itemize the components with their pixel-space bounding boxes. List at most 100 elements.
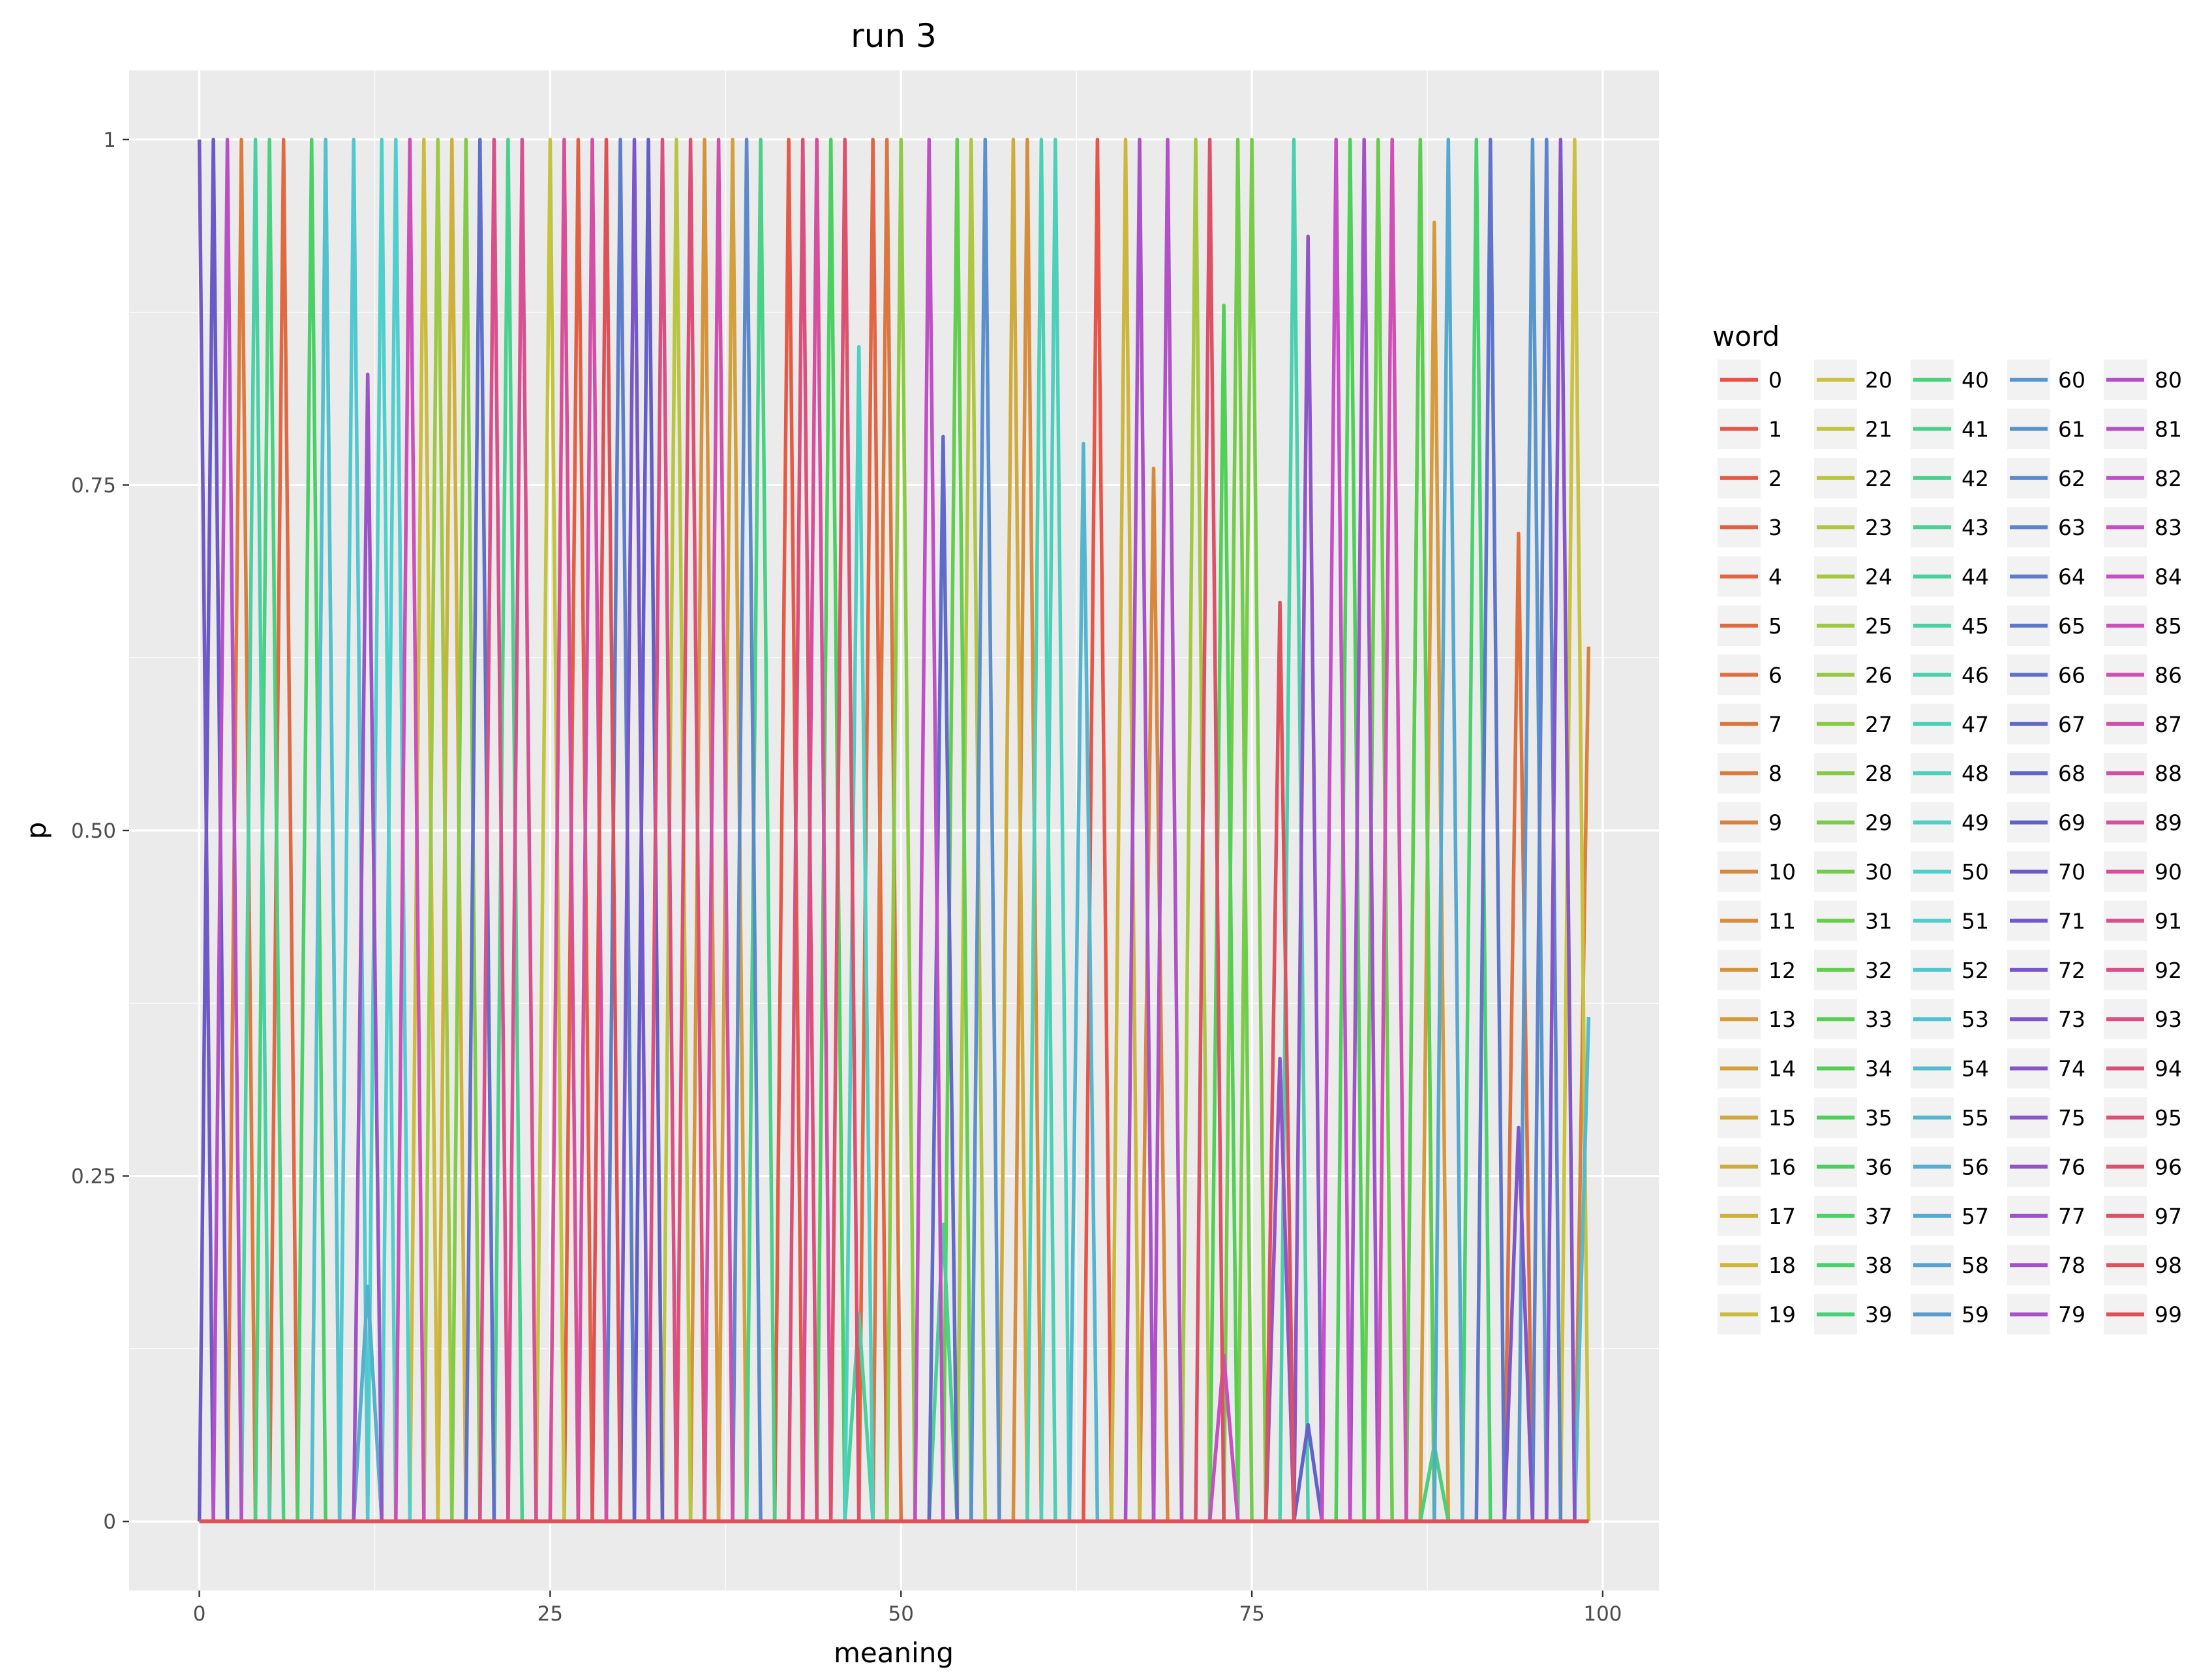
legend-label: 6 [1768, 662, 1782, 688]
legend-label: 80 [2155, 367, 2182, 393]
legend-label: 3 [1768, 515, 1782, 540]
legend-label: 26 [1865, 662, 1892, 688]
chart-title: run 3 [851, 17, 937, 55]
y-tick-label: 1 [103, 129, 116, 152]
legend-label: 64 [2058, 564, 2085, 590]
legend-label: 98 [2155, 1253, 2182, 1278]
legend-label: 60 [2058, 367, 2085, 393]
legend-label: 74 [2058, 1056, 2085, 1082]
legend-label: 44 [1962, 564, 1989, 590]
legend-label: 62 [2058, 466, 2085, 491]
legend-label: 16 [1768, 1154, 1796, 1180]
legend-label: 66 [2058, 662, 2085, 688]
legend-label: 47 [1962, 712, 1989, 737]
legend-label: 15 [1768, 1105, 1796, 1131]
legend-label: 84 [2155, 564, 2182, 590]
legend-label: 94 [2155, 1056, 2182, 1082]
legend-label: 24 [1865, 564, 1892, 590]
legend-label: 96 [2155, 1154, 2182, 1180]
legend-label: 87 [2155, 712, 2182, 737]
legend-label: 93 [2155, 1007, 2182, 1032]
series-line-word-99 [199, 138, 1589, 1523]
legend-label: 30 [1865, 859, 1892, 885]
legend-label: 90 [2155, 859, 2182, 885]
legend-label: 48 [1962, 761, 1989, 786]
legend-label: 42 [1962, 466, 1989, 491]
legend-label: 55 [1962, 1105, 1989, 1131]
legend-label: 13 [1768, 1007, 1796, 1032]
legend-label: 23 [1865, 515, 1892, 540]
legend-label: 20 [1865, 367, 1892, 393]
legend-label: 63 [2058, 515, 2085, 540]
legend-label: 4 [1768, 564, 1782, 590]
x-axis-title: meaning [834, 1637, 954, 1669]
legend-label: 51 [1962, 908, 1989, 934]
legend-label: 78 [2058, 1253, 2085, 1278]
legend-label: 75 [2058, 1105, 2085, 1131]
legend-label: 25 [1865, 613, 1892, 639]
legend-label: 97 [2155, 1204, 2182, 1229]
legend-label: 43 [1962, 515, 1989, 540]
legend-label: 95 [2155, 1105, 2182, 1131]
legend-label: 0 [1768, 367, 1782, 393]
legend-label: 14 [1768, 1056, 1796, 1082]
legend-label: 89 [2155, 810, 2182, 836]
legend-label: 57 [1962, 1204, 1989, 1229]
legend-label: 56 [1962, 1154, 1989, 1180]
series-layer [197, 138, 1591, 1523]
legend-label: 45 [1962, 613, 1989, 639]
legend-label: 92 [2155, 958, 2182, 983]
legend-label: 33 [1865, 1007, 1892, 1032]
y-tick-label: 0 [103, 1510, 116, 1534]
legend-label: 11 [1768, 908, 1796, 934]
legend-label: 1 [1768, 416, 1782, 442]
x-tick-label: 50 [888, 1602, 914, 1626]
legend-label: 58 [1962, 1253, 1989, 1278]
x-tick-label: 75 [1239, 1602, 1264, 1626]
legend-label: 68 [2058, 761, 2085, 786]
legend-label: 71 [2058, 908, 2085, 934]
axis-layer: 0 25 50 75 100 0 0.25 0.50 0.75 1 [71, 129, 1622, 1626]
legend-label: 40 [1962, 367, 1989, 393]
legend-label: 52 [1962, 958, 1989, 983]
legend-label: 22 [1865, 466, 1892, 491]
legend-label: 77 [2058, 1204, 2085, 1229]
legend: word 01234567891011121314151617181920212… [1712, 320, 2182, 1335]
legend-label: 9 [1768, 810, 1782, 836]
legend-label: 38 [1865, 1253, 1892, 1278]
legend-label: 73 [2058, 1007, 2085, 1032]
legend-label: 10 [1768, 859, 1796, 885]
legend-label: 35 [1865, 1105, 1892, 1131]
legend-label: 76 [2058, 1154, 2085, 1180]
legend-label: 53 [1962, 1007, 1989, 1032]
legend-label: 65 [2058, 613, 2085, 639]
legend-label: 85 [2155, 613, 2182, 639]
legend-label: 27 [1865, 712, 1892, 737]
legend-label: 79 [2058, 1302, 2085, 1328]
legend-label: 67 [2058, 712, 2085, 737]
legend-label: 34 [1865, 1056, 1892, 1082]
y-tick-label: 0.75 [71, 474, 116, 497]
legend-label: 50 [1962, 859, 1989, 885]
legend-label: 61 [2058, 416, 2085, 442]
legend-label: 99 [2155, 1302, 2182, 1328]
legend-label: 36 [1865, 1154, 1892, 1180]
legend-label: 32 [1865, 958, 1892, 983]
legend-label: 21 [1865, 416, 1892, 442]
legend-label: 12 [1768, 958, 1796, 983]
legend-label: 72 [2058, 958, 2085, 983]
legend-label: 83 [2155, 515, 2182, 540]
y-tick-label: 0.50 [71, 819, 116, 843]
y-axis-title: p [20, 822, 52, 840]
legend-label: 28 [1865, 761, 1892, 786]
legend-label: 91 [2155, 908, 2182, 934]
legend-label: 69 [2058, 810, 2085, 836]
legend-label: 82 [2155, 466, 2182, 491]
legend-label: 31 [1865, 908, 1892, 934]
legend-label: 49 [1962, 810, 1989, 836]
legend-label: 39 [1865, 1302, 1892, 1328]
x-tick-label: 0 [193, 1602, 206, 1626]
legend-label: 17 [1768, 1204, 1796, 1229]
